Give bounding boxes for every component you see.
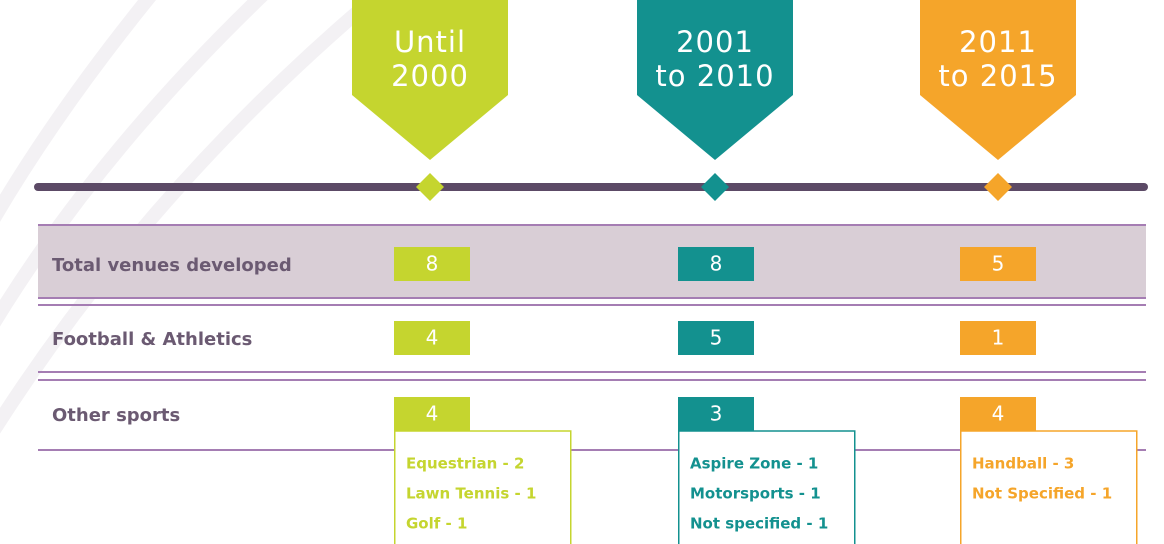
value-box bbox=[394, 321, 470, 355]
detail-text: Aspire Zone - 1 bbox=[690, 455, 818, 473]
period-label: 2001 bbox=[676, 25, 754, 59]
detail-text: Golf - 1 bbox=[406, 515, 467, 533]
value-text: 5 bbox=[992, 252, 1005, 276]
detail-box bbox=[678, 430, 856, 544]
period-label: to 2015 bbox=[938, 59, 1057, 93]
value-text: 8 bbox=[426, 252, 439, 276]
detail-text: Lawn Tennis - 1 bbox=[406, 485, 536, 503]
timeline-diamond bbox=[701, 173, 729, 201]
value-box bbox=[678, 321, 754, 355]
value-box bbox=[394, 247, 470, 281]
value-box bbox=[678, 247, 754, 281]
row-label: Football & Athletics bbox=[52, 329, 252, 350]
period-label: 2011 bbox=[959, 25, 1037, 59]
value-text: 3 bbox=[710, 402, 723, 426]
detail-box bbox=[960, 430, 1138, 544]
detail-box bbox=[394, 430, 572, 544]
period-marker bbox=[920, 0, 1076, 160]
timeline-diamond bbox=[984, 173, 1012, 201]
period-marker bbox=[352, 0, 508, 160]
period-label: 2000 bbox=[391, 59, 469, 93]
value-text: 4 bbox=[426, 402, 439, 426]
detail-text: Equestrian - 2 bbox=[406, 455, 524, 473]
value-box bbox=[678, 397, 754, 431]
timeline-diamond bbox=[416, 173, 444, 201]
value-text: 5 bbox=[710, 326, 723, 350]
row-label: Other sports bbox=[52, 405, 180, 426]
value-text: 4 bbox=[426, 326, 439, 350]
value-box bbox=[960, 247, 1036, 281]
period-label: to 2010 bbox=[655, 59, 774, 93]
period-label: Until bbox=[394, 25, 466, 59]
value-box bbox=[960, 397, 1036, 431]
value-box bbox=[394, 397, 470, 431]
row-label: Total venues developed bbox=[52, 255, 292, 276]
period-marker bbox=[637, 0, 793, 160]
value-box bbox=[960, 321, 1036, 355]
detail-text: Not specified - 1 bbox=[690, 515, 828, 533]
row-dividers bbox=[38, 224, 1146, 451]
value-text: 4 bbox=[992, 402, 1005, 426]
detail-text: Not Specified - 1 bbox=[972, 485, 1112, 503]
value-text: 8 bbox=[710, 252, 723, 276]
value-text: 1 bbox=[992, 326, 1005, 350]
detail-text: Motorsports - 1 bbox=[690, 485, 821, 503]
detail-text: Handball - 3 bbox=[972, 455, 1074, 473]
